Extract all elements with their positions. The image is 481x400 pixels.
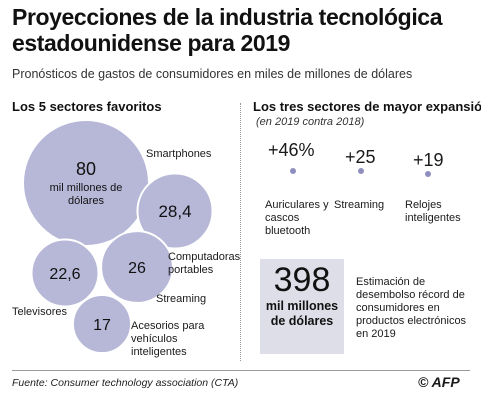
bubble-unit-smartphones: mil millones de dólares bbox=[50, 182, 123, 207]
growth-value-streaming: +25 bbox=[345, 147, 376, 167]
bubble-value-accesorios: 17 bbox=[93, 317, 111, 334]
bubble-computadoras bbox=[136, 172, 214, 250]
afp-logo: © AFP bbox=[418, 374, 460, 390]
bubble-label-streaming: Streaming bbox=[156, 293, 207, 305]
bubble-label-accesorios: Acesorios para vehículos inteligentes bbox=[131, 320, 205, 358]
estimate-unit: mil millones de dólares bbox=[265, 299, 339, 328]
bubble-value-smartphones: 80 bbox=[76, 159, 96, 179]
bubble-accesorios bbox=[71, 293, 133, 355]
estimate-box bbox=[260, 259, 344, 354]
footer-divider bbox=[12, 370, 470, 371]
bubble-televisores bbox=[30, 238, 100, 308]
bubble-label-computadoras: Computadoras portables bbox=[168, 251, 241, 276]
growth-value-auriculares: +46% bbox=[268, 140, 315, 160]
growth-dot-streaming bbox=[358, 168, 364, 174]
bubble-label-smartphones: Smartphones bbox=[146, 148, 212, 160]
estimate-number: 398 bbox=[273, 261, 331, 299]
growth-label-auriculares: Auriculares y cascos bluetooth bbox=[265, 199, 329, 237]
vertical-divider bbox=[240, 103, 241, 361]
growth-dot-relojes bbox=[425, 171, 431, 177]
right-section-subheading: (en 2019 contra 2018) bbox=[256, 116, 365, 128]
bubble-value-streaming: 26 bbox=[128, 260, 146, 277]
bubble-value-computadoras: 28,4 bbox=[158, 202, 191, 221]
growth-dot-auriculares bbox=[290, 168, 296, 174]
growth-label-relojes: Relojes inteligentes bbox=[405, 199, 461, 224]
page-title: Proyecciones de la industria tecnológica… bbox=[12, 4, 443, 56]
bubble-streaming bbox=[100, 230, 174, 304]
estimate-description: Estimación de desembolso récord de consu… bbox=[356, 276, 467, 340]
right-section-heading: Los tres sectores de mayor expansión bbox=[253, 99, 481, 114]
bubble-label-televisores: Televisores bbox=[12, 306, 68, 318]
bubble-value-televisores: 22,6 bbox=[49, 266, 80, 283]
growth-value-relojes: +19 bbox=[413, 150, 444, 170]
left-section-heading: Los 5 sectores favoritos bbox=[12, 99, 162, 114]
page-subtitle: Pronósticos de gastos de consumidores en… bbox=[12, 67, 413, 81]
growth-label-streaming: Streaming bbox=[334, 199, 385, 211]
source-note: Fuente: Consumer technology association … bbox=[12, 377, 239, 389]
